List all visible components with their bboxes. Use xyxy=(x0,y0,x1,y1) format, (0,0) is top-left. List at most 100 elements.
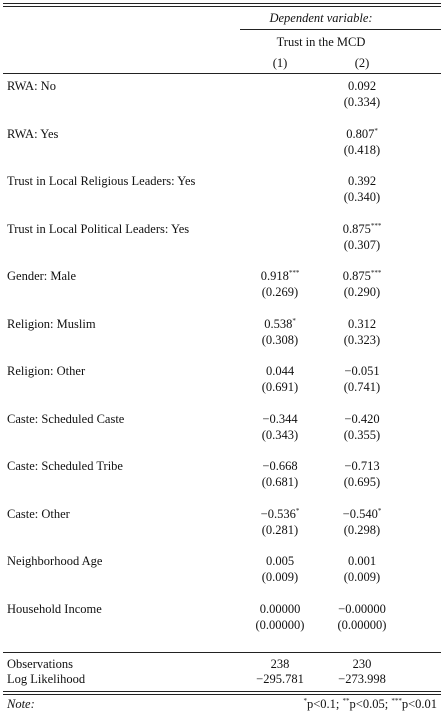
standard-error: (0.290) xyxy=(322,285,402,300)
coefficient: −0.540 xyxy=(343,507,378,521)
coefficient: 0.001 xyxy=(348,554,376,568)
coefficient-value: 0.875*** xyxy=(322,222,402,237)
stat-value: −273.998 xyxy=(322,672,402,687)
coefficient-value: 0.092 xyxy=(322,79,402,94)
coefficient-value: 0.00000 xyxy=(240,602,320,617)
coefficient: −0.420 xyxy=(344,412,379,426)
significance-stars: * xyxy=(374,127,378,135)
header-rule xyxy=(3,73,441,74)
coefficient-value: −0.536* xyxy=(240,507,320,522)
coefficient-value: −0.00000 xyxy=(322,602,402,617)
significance-stars: * xyxy=(292,317,296,325)
standard-error: (0.334) xyxy=(322,95,402,110)
standard-error: (0.281) xyxy=(240,523,320,538)
top-rule-1 xyxy=(3,3,441,4)
significance-stars: *** xyxy=(371,222,382,230)
row-label: Gender: Male xyxy=(7,269,76,284)
row-label: Religion: Muslim xyxy=(7,317,96,332)
dependent-variable-name: Trust in the MCD xyxy=(240,35,402,50)
bottom-rule-2 xyxy=(3,694,441,695)
coefficient: −0.536 xyxy=(261,507,296,521)
coefficient: 0.918 xyxy=(261,269,289,283)
coefficient: −0.051 xyxy=(344,364,379,378)
stat-label: Observations xyxy=(7,657,73,672)
top-rule-2 xyxy=(3,6,441,7)
bottom-rule-1 xyxy=(3,691,441,692)
coefficient-value: −0.713 xyxy=(322,459,402,474)
column-header-1: (1) xyxy=(240,56,320,71)
row-label: Trust in Local Religious Leaders: Yes xyxy=(7,174,195,189)
stat-value: −295.781 xyxy=(240,672,320,687)
note-text: p<0.05; xyxy=(350,697,389,711)
header-underline xyxy=(240,29,441,30)
standard-error: (0.323) xyxy=(322,333,402,348)
significance-stars: *** xyxy=(371,269,382,277)
row-label: Caste: Scheduled Tribe xyxy=(7,459,123,474)
row-label: Neighborhood Age xyxy=(7,554,102,569)
coefficient: 0.092 xyxy=(348,79,376,93)
column-header-2: (2) xyxy=(322,56,402,71)
standard-error: (0.00000) xyxy=(240,618,320,633)
coefficient-value: 0.807* xyxy=(322,127,402,142)
standard-error: (0.418) xyxy=(322,143,402,158)
stat-value: 230 xyxy=(322,657,402,672)
coefficient: 0.005 xyxy=(266,554,294,568)
coefficient-value: 0.005 xyxy=(240,554,320,569)
dependent-variable-label: Dependent variable: xyxy=(240,11,402,26)
coefficient-value: 0.044 xyxy=(240,364,320,379)
coefficient: −0.668 xyxy=(262,459,297,473)
standard-error: (0.298) xyxy=(322,523,402,538)
note-text: p<0.1; xyxy=(307,697,339,711)
coefficient-value: −0.540* xyxy=(322,507,402,522)
coefficient: −0.344 xyxy=(262,412,297,426)
coefficient-value: 0.918*** xyxy=(240,269,320,284)
standard-error: (0.00000) xyxy=(322,618,402,633)
note-stars: *** xyxy=(391,697,402,705)
row-label: Trust in Local Political Leaders: Yes xyxy=(7,222,189,237)
stats-rule xyxy=(3,652,441,653)
coefficient-value: −0.420 xyxy=(322,412,402,427)
coefficient-value: 0.875*** xyxy=(322,269,402,284)
row-label: Religion: Other xyxy=(7,364,85,379)
coefficient-value: −0.344 xyxy=(240,412,320,427)
coefficient-value: 0.392 xyxy=(322,174,402,189)
coefficient: 0.312 xyxy=(348,317,376,331)
row-label: Caste: Scheduled Caste xyxy=(7,412,124,427)
standard-error: (0.355) xyxy=(322,428,402,443)
standard-error: (0.741) xyxy=(322,380,402,395)
coefficient: 0.807 xyxy=(346,127,374,141)
note-text: p<0.01 xyxy=(402,697,437,711)
standard-error: (0.343) xyxy=(240,428,320,443)
standard-error: (0.308) xyxy=(240,333,320,348)
coefficient: 0.875 xyxy=(343,269,371,283)
standard-error: (0.307) xyxy=(322,238,402,253)
coefficient: 0.044 xyxy=(266,364,294,378)
significance-stars: * xyxy=(296,507,300,515)
coefficient: −0.713 xyxy=(344,459,379,473)
row-label: Caste: Other xyxy=(7,507,70,522)
significance-note: *p<0.1; **p<0.05; ***p<0.01 xyxy=(304,697,438,712)
row-label: Household Income xyxy=(7,602,102,617)
standard-error: (0.340) xyxy=(322,190,402,205)
coefficient-value: 0.312 xyxy=(322,317,402,332)
coefficient: 0.538 xyxy=(264,317,292,331)
row-label: RWA: No xyxy=(7,79,56,94)
coefficient-value: −0.051 xyxy=(322,364,402,379)
significance-stars: *** xyxy=(289,269,300,277)
coefficient-value: 0.001 xyxy=(322,554,402,569)
standard-error: (0.009) xyxy=(322,570,402,585)
standard-error: (0.681) xyxy=(240,475,320,490)
coefficient-value: −0.668 xyxy=(240,459,320,474)
coefficient: 0.875 xyxy=(343,222,371,236)
coefficient: 0.392 xyxy=(348,174,376,188)
stat-label: Log Likelihood xyxy=(7,672,85,687)
row-label: RWA: Yes xyxy=(7,127,58,142)
significance-stars: * xyxy=(378,507,382,515)
stat-value: 238 xyxy=(240,657,320,672)
standard-error: (0.009) xyxy=(240,570,320,585)
coefficient: −0.00000 xyxy=(338,602,386,616)
standard-error: (0.269) xyxy=(240,285,320,300)
standard-error: (0.691) xyxy=(240,380,320,395)
note-stars: ** xyxy=(343,697,350,705)
coefficient-value: 0.538* xyxy=(240,317,320,332)
